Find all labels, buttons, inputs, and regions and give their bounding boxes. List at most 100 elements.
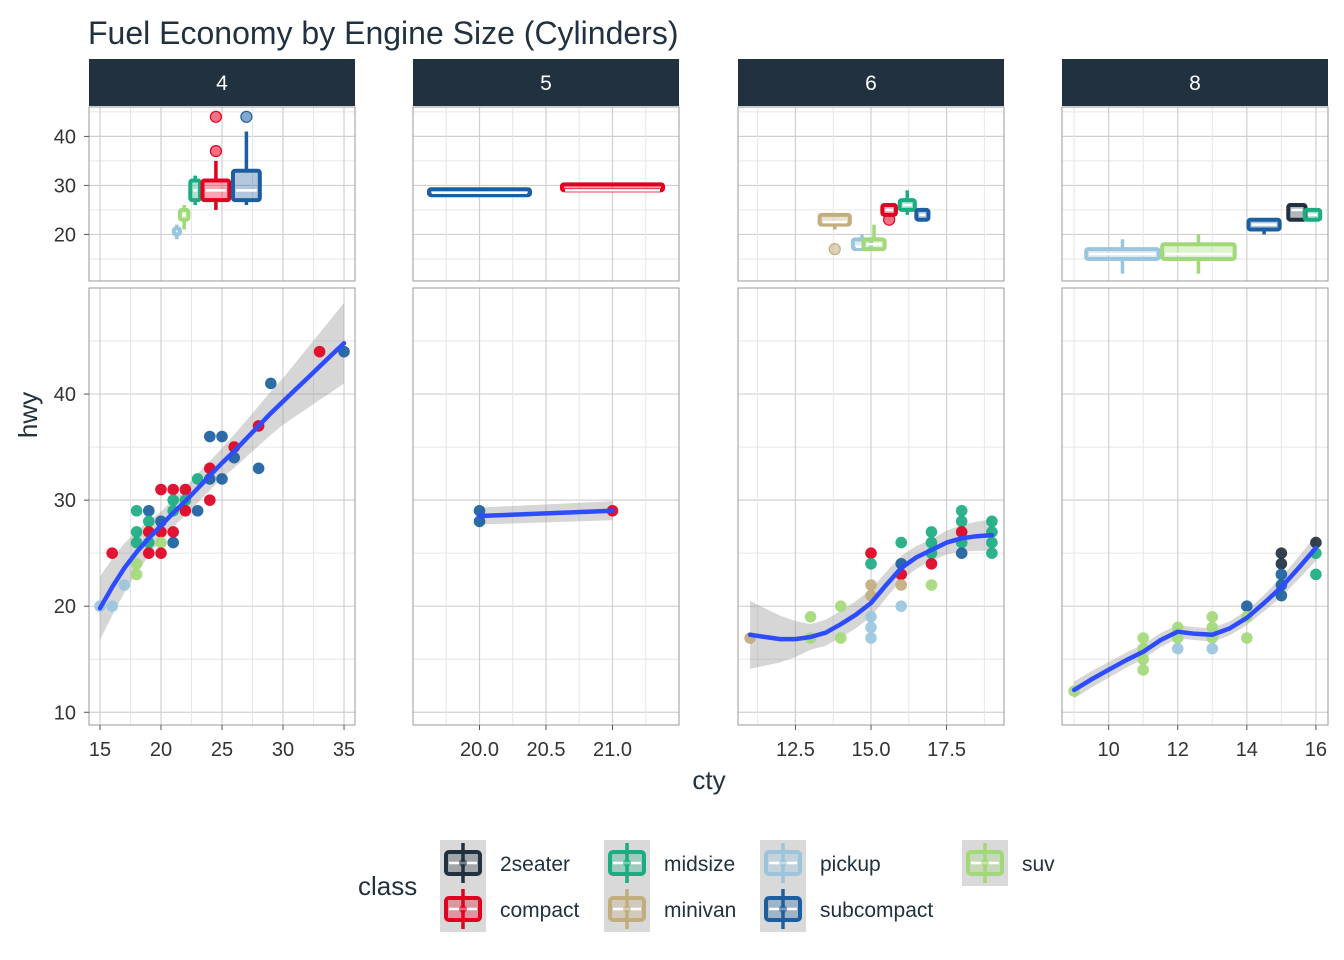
boxplot-suv	[177, 205, 191, 230]
legend-item-subcompact: subcompact	[760, 886, 933, 932]
x-tick-label: 20.5	[527, 739, 566, 761]
data-point-2seater	[1275, 557, 1288, 570]
data-point-midsize	[167, 494, 179, 506]
x-tick-label: 30	[272, 739, 294, 761]
smooth-line	[477, 508, 615, 519]
data-point-suv	[130, 557, 143, 570]
y-tick-label: 30	[54, 490, 76, 512]
marginal-panel	[1061, 106, 1329, 282]
legend-label: subcompact	[820, 899, 933, 922]
legend-item-midsize: midsize	[604, 840, 735, 886]
legend-key-point	[623, 859, 631, 867]
boxplot-midsize	[897, 190, 917, 215]
data-point-compact	[313, 345, 326, 358]
marginal-panel-border	[737, 106, 1005, 282]
data-point-midsize	[865, 557, 877, 570]
legend-label: 2seater	[500, 853, 570, 876]
data-point-subcompact	[1275, 568, 1288, 581]
data-point-pickup	[895, 600, 908, 613]
boxplot-outlier	[209, 110, 222, 123]
legend-item-pickup: pickup	[760, 840, 881, 886]
data-point-subcompact	[955, 547, 968, 559]
legend-item-suv: suv	[962, 840, 1055, 886]
x-tick-label: 20	[150, 739, 172, 761]
boxplot-outlier	[883, 213, 896, 226]
data-point-compact	[167, 526, 179, 538]
data-point-midsize	[986, 547, 998, 559]
x-tick-label: 12.5	[776, 739, 815, 761]
chart-title: Fuel Economy by Engine Size (Cylinders)	[88, 15, 678, 51]
marginal-y-tick-label: 20	[54, 224, 76, 246]
legend-key-point	[779, 905, 787, 913]
data-point-midsize	[986, 515, 998, 528]
x-tick-label: 15	[89, 739, 111, 761]
data-point-midsize	[191, 473, 204, 485]
boxplot-box	[1160, 242, 1237, 261]
main-panel: 15 20 25 30 35 10 20 30 40	[54, 287, 356, 761]
x-tick-label: 25	[211, 739, 233, 761]
x-tick-label: 14	[1236, 739, 1258, 761]
legend-title: class	[358, 871, 417, 901]
boxplot-subcompact	[1246, 217, 1282, 235]
data-point-subcompact	[167, 536, 179, 549]
marginal-panel-border	[1061, 106, 1329, 282]
legend-key-point	[623, 905, 631, 913]
data-point-subcompact	[473, 515, 486, 528]
data-point-compact	[955, 526, 968, 538]
legend-label: compact	[500, 899, 580, 922]
marginal-panel	[412, 106, 680, 282]
data-point-minivan	[865, 579, 877, 591]
y-tick-label: 20	[54, 596, 76, 618]
data-point-subcompact	[191, 504, 204, 517]
data-point-subcompact	[216, 430, 228, 443]
smooth-line	[1071, 545, 1319, 693]
data-point-suv	[925, 579, 938, 591]
legend-label: midsize	[664, 853, 735, 876]
marginal-y-tick-label: 40	[54, 126, 76, 148]
data-point-compact	[155, 547, 167, 559]
data-point-subcompact	[216, 473, 228, 485]
boxplot-compact	[880, 203, 898, 226]
data-point-compact	[142, 547, 155, 559]
data-point-pickup	[865, 621, 877, 634]
facet-strip-label: 8	[1189, 72, 1201, 95]
data-point-compact	[167, 483, 179, 496]
data-point-minivan	[895, 579, 908, 591]
data-point-suv	[130, 568, 143, 581]
data-point-compact	[106, 547, 118, 559]
x-tick-label: 16	[1305, 739, 1327, 761]
facet-strip	[1062, 59, 1328, 106]
data-point-suv	[1206, 611, 1219, 623]
legend-label: suv	[1022, 853, 1055, 876]
data-point-pickup	[118, 579, 131, 591]
facet-8: 8 10 12 14 16	[1061, 59, 1329, 761]
x-tick-label: 17.5	[927, 739, 966, 761]
x-tick-label: 21.0	[593, 739, 632, 761]
data-point-midsize	[1310, 568, 1322, 581]
marginal-panel-border	[412, 106, 680, 282]
legend-item-2seater: 2seater	[440, 840, 570, 886]
facet-4: 4 20 30 40 15 20 25 30 35 10 20 30 40	[54, 59, 356, 761]
boxplot-box	[230, 168, 262, 203]
data-point-suv	[804, 611, 817, 623]
data-point-2seater	[1310, 536, 1322, 549]
boxplot-midsize	[1302, 207, 1323, 222]
main-panel: 20.0 20.5 21.0	[412, 287, 680, 761]
data-point-pickup	[1171, 642, 1184, 655]
data-point-suv	[834, 632, 847, 644]
data-point-suv	[1241, 632, 1253, 644]
facet-strip	[738, 59, 1004, 106]
data-point-suv	[155, 536, 167, 549]
marginal-panel: 20 30 40	[54, 106, 356, 282]
data-point-midsize	[895, 536, 908, 549]
main-panel-border	[1061, 287, 1329, 726]
data-point-compact	[179, 504, 192, 517]
boxplot-compact	[559, 182, 666, 193]
boxplot-compact	[200, 110, 232, 210]
data-point-midsize	[986, 536, 998, 549]
boxplot-outlier	[209, 145, 222, 158]
boxplot-pickup	[1084, 239, 1161, 274]
x-tick-label: 10	[1098, 739, 1120, 761]
facet-strip-label: 4	[216, 72, 228, 95]
